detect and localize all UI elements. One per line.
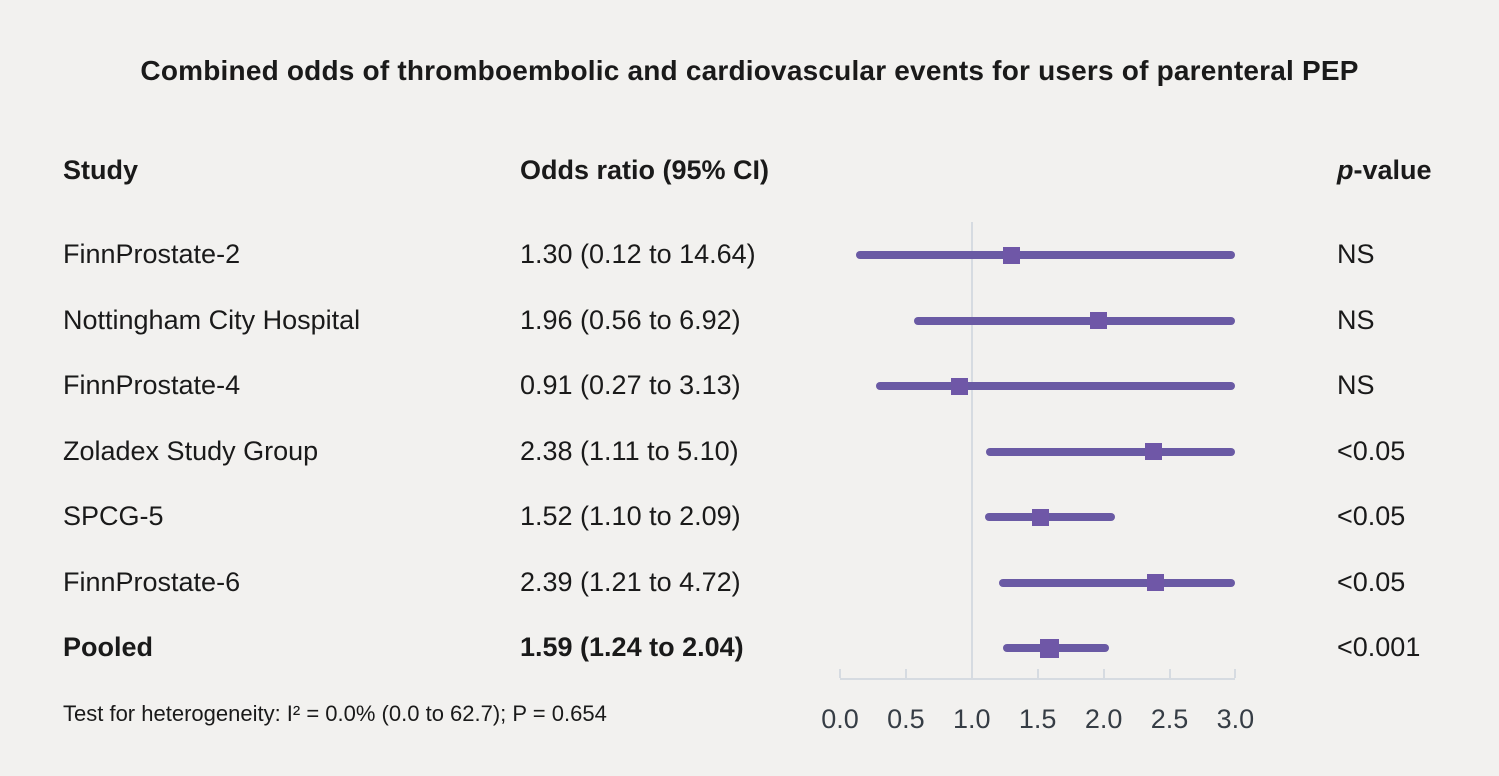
p-value-label: NS [1337, 239, 1375, 269]
odds-ratio-marker [1040, 638, 1060, 658]
x-axis-tick-label: 1.5 [1018, 704, 1057, 734]
study-label: Nottingham City Hospital [63, 304, 361, 335]
column-header-study: Study [63, 155, 139, 185]
confidence-interval-line [999, 578, 1236, 587]
p-value-label: <0.05 [1337, 435, 1406, 466]
study-label: FinnProstate-2 [63, 239, 241, 269]
x-axis-tick-label: 3.0 [1216, 704, 1255, 734]
x-axis-tick [970, 669, 973, 678]
x-axis-tick-label: 0.5 [887, 704, 925, 734]
p-value-label: <0.05 [1337, 566, 1406, 597]
odds-ratio-label: 1.52 (1.10 to 2.09) [520, 501, 741, 531]
p-value-label: NS [1337, 304, 1375, 335]
x-axis-tick [1102, 669, 1105, 678]
confidence-interval-line [855, 251, 1236, 259]
x-axis-tick [1168, 669, 1171, 678]
study-label: FinnProstate-4 [63, 370, 241, 400]
confidence-interval-line [913, 316, 1236, 325]
column-header-odds-ratio: Odds ratio (95% CI) [520, 155, 770, 185]
odds-ratio-marker [1146, 574, 1164, 591]
heterogeneity-note: Test for heterogeneity: I² = 0.0% (0.0 t… [63, 701, 607, 726]
study-label: FinnProstate-6 [63, 566, 241, 597]
reference-line [970, 222, 973, 678]
study-label: SPCG-5 [63, 501, 164, 531]
x-axis-tick [1234, 669, 1237, 678]
confidence-interval-line [875, 382, 1236, 390]
confidence-interval-line [986, 447, 1236, 456]
x-axis-tick [839, 669, 841, 678]
x-axis-tick-label: 2.5 [1150, 704, 1189, 734]
odds-ratio-label: 0.91 (0.27 to 3.13) [520, 370, 741, 400]
odds-ratio-marker [951, 377, 969, 395]
x-axis-tick [1036, 669, 1039, 678]
confidence-interval-line [984, 513, 1116, 521]
x-axis-tick-label: 2.0 [1084, 704, 1123, 734]
odds-ratio-label: 1.96 (0.56 to 6.92) [520, 304, 741, 335]
study-label: Zoladex Study Group [63, 435, 319, 466]
odds-ratio-marker [1002, 246, 1020, 264]
study-label: Pooled [63, 632, 154, 662]
x-axis-tick-label: 1.0 [953, 704, 991, 734]
p-value-label: <0.001 [1337, 632, 1421, 662]
x-axis-tick-label: 0.0 [821, 704, 859, 734]
odds-ratio-label: 1.59 (1.24 to 2.04) [520, 632, 744, 662]
odds-ratio-marker [1089, 312, 1107, 329]
odds-ratio-label: 2.39 (1.21 to 4.72) [520, 566, 741, 597]
odds-ratio-label: 1.30 (0.12 to 14.64) [520, 239, 756, 269]
column-header-p-value: p-value [1337, 155, 1432, 185]
odds-ratio-marker [1145, 443, 1163, 460]
x-axis-tick [904, 669, 907, 678]
page-title: Combined odds of thromboembolic and card… [140, 55, 1359, 86]
x-axis-line [840, 678, 1236, 680]
odds-ratio-marker [1031, 508, 1049, 526]
odds-ratio-label: 2.38 (1.11 to 5.10) [520, 435, 739, 466]
p-value-label: <0.05 [1337, 501, 1406, 531]
p-value-label: NS [1337, 370, 1375, 400]
